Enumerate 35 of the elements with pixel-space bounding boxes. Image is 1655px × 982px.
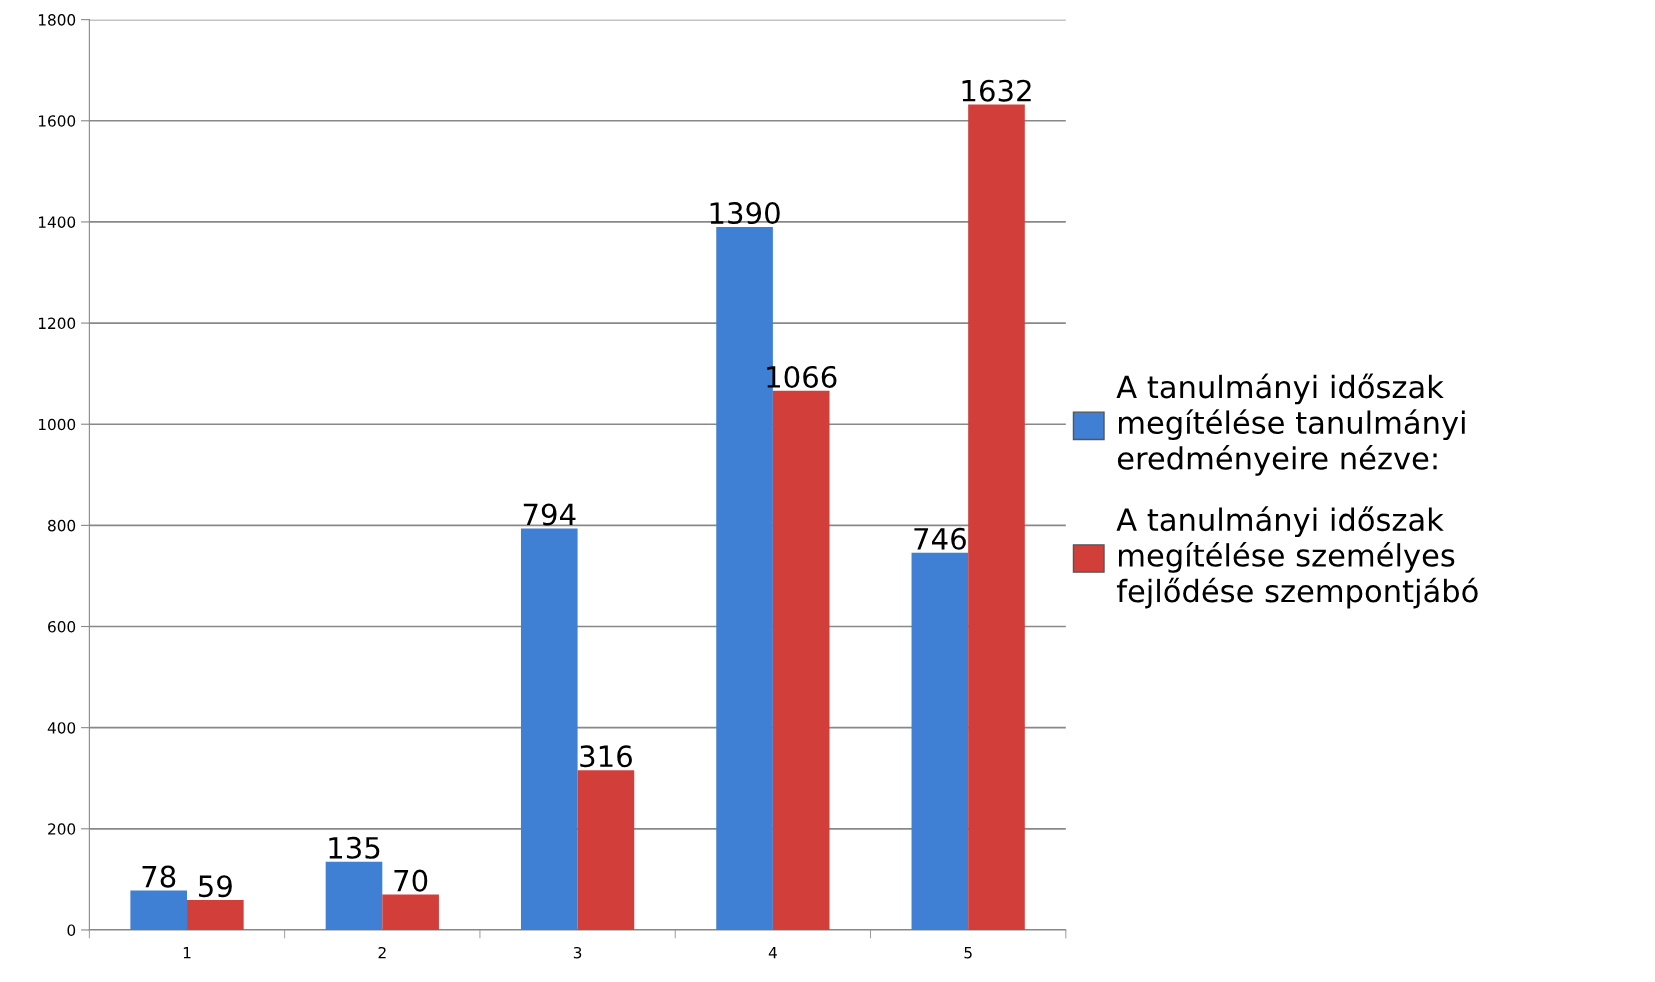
bar — [911, 552, 969, 930]
bar — [520, 528, 578, 930]
data-label: 316 — [580, 745, 632, 768]
x-tick-label: 4 — [768, 947, 777, 959]
legend-label: A tanulmányi időszak megítélése személyes fejlődése szempontjábó — [1116, 506, 1478, 609]
y-tick-label: 1000 — [38, 418, 76, 431]
y-tick-label: 800 — [48, 519, 76, 532]
data-label: 746 — [914, 527, 966, 550]
x-tick-label: 2 — [378, 946, 386, 959]
legend-label: A tanulmányi időszak megítélése tanulmányi eredményeire nézve: — [1116, 373, 1465, 476]
y-tick-label: 0 — [67, 924, 76, 936]
bar — [577, 770, 635, 930]
data-label: 78 — [142, 865, 176, 888]
y-tick-label: 200 — [48, 823, 76, 835]
data-label: 794 — [523, 503, 576, 526]
data-label: 70 — [394, 869, 428, 892]
bar — [382, 894, 439, 930]
bar — [187, 900, 244, 930]
y-tick-label: 1200 — [38, 317, 76, 330]
y-tick-label: 400 — [47, 722, 76, 734]
y-tick-label: 1600 — [38, 115, 76, 127]
y-tick-label: 1400 — [38, 216, 76, 228]
data-label: 59 — [199, 875, 232, 898]
data-label: 1632 — [962, 79, 1031, 102]
y-tick-label: 600 — [48, 620, 76, 633]
bar — [968, 104, 1025, 930]
bar — [325, 861, 383, 930]
bar — [772, 390, 830, 930]
x-tick-label: 5 — [964, 947, 972, 959]
y-tick-label: 1800 — [38, 14, 76, 26]
x-tick-label: 1 — [183, 947, 191, 959]
data-label: 135 — [329, 836, 380, 859]
data-label: 1390 — [710, 202, 780, 225]
x-tick-label: 3 — [573, 946, 582, 959]
bar — [130, 890, 188, 930]
